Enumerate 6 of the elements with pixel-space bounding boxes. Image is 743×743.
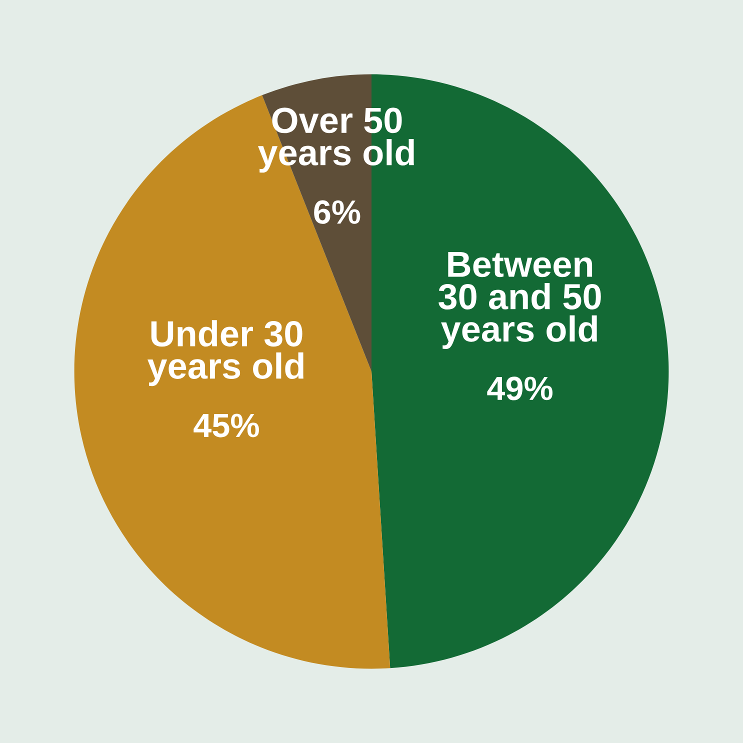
- slice-label: Under 30 years old: [147, 320, 304, 386]
- slice-label: Between 30 and 50 years old: [438, 252, 601, 349]
- slice-label: Over 50 years old: [258, 108, 414, 173]
- data-label: 6%: [314, 200, 360, 224]
- data-label: 49%: [487, 376, 553, 400]
- data-label: 45%: [194, 414, 259, 438]
